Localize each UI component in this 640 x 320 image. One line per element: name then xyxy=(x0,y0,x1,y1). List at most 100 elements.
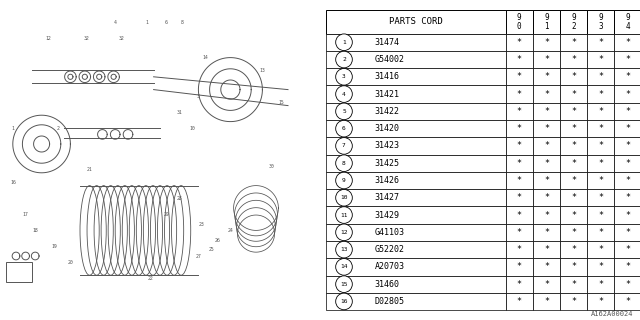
Bar xyxy=(588,155,614,172)
Circle shape xyxy=(336,276,352,292)
Bar xyxy=(532,241,560,258)
Bar xyxy=(326,276,506,293)
Text: *: * xyxy=(625,38,630,47)
Text: 19: 19 xyxy=(52,244,57,249)
Bar xyxy=(532,51,560,68)
Text: 0: 0 xyxy=(517,22,522,31)
Text: *: * xyxy=(516,141,522,150)
Text: *: * xyxy=(598,55,604,64)
Text: *: * xyxy=(598,107,604,116)
Bar xyxy=(532,293,560,310)
Bar xyxy=(560,155,588,172)
Circle shape xyxy=(336,34,352,51)
Bar xyxy=(326,51,506,68)
Bar xyxy=(326,206,506,224)
Circle shape xyxy=(336,51,352,68)
Text: *: * xyxy=(625,90,630,99)
Bar xyxy=(560,293,588,310)
Text: *: * xyxy=(516,211,522,220)
Bar xyxy=(326,155,506,172)
Text: *: * xyxy=(516,262,522,271)
Text: 9: 9 xyxy=(342,178,346,183)
Text: *: * xyxy=(544,193,549,202)
Text: *: * xyxy=(544,124,549,133)
Bar xyxy=(532,206,560,224)
Text: *: * xyxy=(516,90,522,99)
Text: *: * xyxy=(625,124,630,133)
Bar xyxy=(506,258,532,276)
Bar xyxy=(326,68,506,85)
Text: 18: 18 xyxy=(33,228,38,233)
Bar xyxy=(506,120,532,137)
Text: *: * xyxy=(571,141,576,150)
Text: 31423: 31423 xyxy=(374,141,399,150)
Text: *: * xyxy=(571,159,576,168)
Text: 15: 15 xyxy=(340,282,348,287)
Bar xyxy=(560,34,588,51)
Bar xyxy=(506,103,532,120)
Text: *: * xyxy=(598,72,604,81)
Bar xyxy=(588,293,614,310)
Text: 14: 14 xyxy=(202,55,207,60)
Bar xyxy=(614,10,640,34)
Bar xyxy=(588,85,614,103)
Text: D02805: D02805 xyxy=(374,297,404,306)
Bar xyxy=(614,68,640,85)
Bar xyxy=(326,34,506,51)
Text: 14: 14 xyxy=(340,264,348,269)
Bar xyxy=(532,172,560,189)
Text: PARTS CORD: PARTS CORD xyxy=(389,17,443,26)
Text: G52202: G52202 xyxy=(374,245,404,254)
Text: 31420: 31420 xyxy=(374,124,399,133)
Text: 31426: 31426 xyxy=(374,176,399,185)
Bar xyxy=(532,103,560,120)
Bar xyxy=(560,10,588,34)
Text: 15: 15 xyxy=(279,100,284,105)
Bar xyxy=(506,224,532,241)
Text: *: * xyxy=(625,176,630,185)
Text: *: * xyxy=(598,193,604,202)
Text: *: * xyxy=(571,280,576,289)
Text: *: * xyxy=(544,141,549,150)
Bar xyxy=(532,85,560,103)
Text: *: * xyxy=(625,297,630,306)
Text: 7: 7 xyxy=(342,143,346,148)
Text: *: * xyxy=(571,72,576,81)
Bar xyxy=(532,10,560,34)
Text: *: * xyxy=(571,90,576,99)
Text: *: * xyxy=(625,55,630,64)
Bar xyxy=(614,258,640,276)
Text: *: * xyxy=(544,245,549,254)
Bar xyxy=(588,258,614,276)
Bar xyxy=(560,241,588,258)
Bar xyxy=(588,51,614,68)
Bar xyxy=(614,155,640,172)
Bar xyxy=(588,276,614,293)
Bar xyxy=(506,241,532,258)
Text: *: * xyxy=(516,159,522,168)
Text: *: * xyxy=(516,55,522,64)
Circle shape xyxy=(336,259,352,275)
Text: *: * xyxy=(544,107,549,116)
Text: *: * xyxy=(571,193,576,202)
Bar xyxy=(560,172,588,189)
Circle shape xyxy=(336,172,352,189)
Bar xyxy=(588,120,614,137)
Bar xyxy=(560,120,588,137)
Text: 6: 6 xyxy=(165,20,168,25)
Bar xyxy=(614,51,640,68)
Bar xyxy=(506,68,532,85)
Text: *: * xyxy=(571,124,576,133)
Bar xyxy=(588,68,614,85)
Bar xyxy=(532,224,560,241)
Text: *: * xyxy=(598,245,604,254)
Text: *: * xyxy=(625,262,630,271)
Text: *: * xyxy=(625,245,630,254)
Text: 31429: 31429 xyxy=(374,211,399,220)
Text: 17: 17 xyxy=(23,212,28,217)
Text: 16: 16 xyxy=(340,299,348,304)
Bar xyxy=(532,34,560,51)
Bar xyxy=(614,276,640,293)
Bar xyxy=(588,206,614,224)
Text: *: * xyxy=(544,38,549,47)
